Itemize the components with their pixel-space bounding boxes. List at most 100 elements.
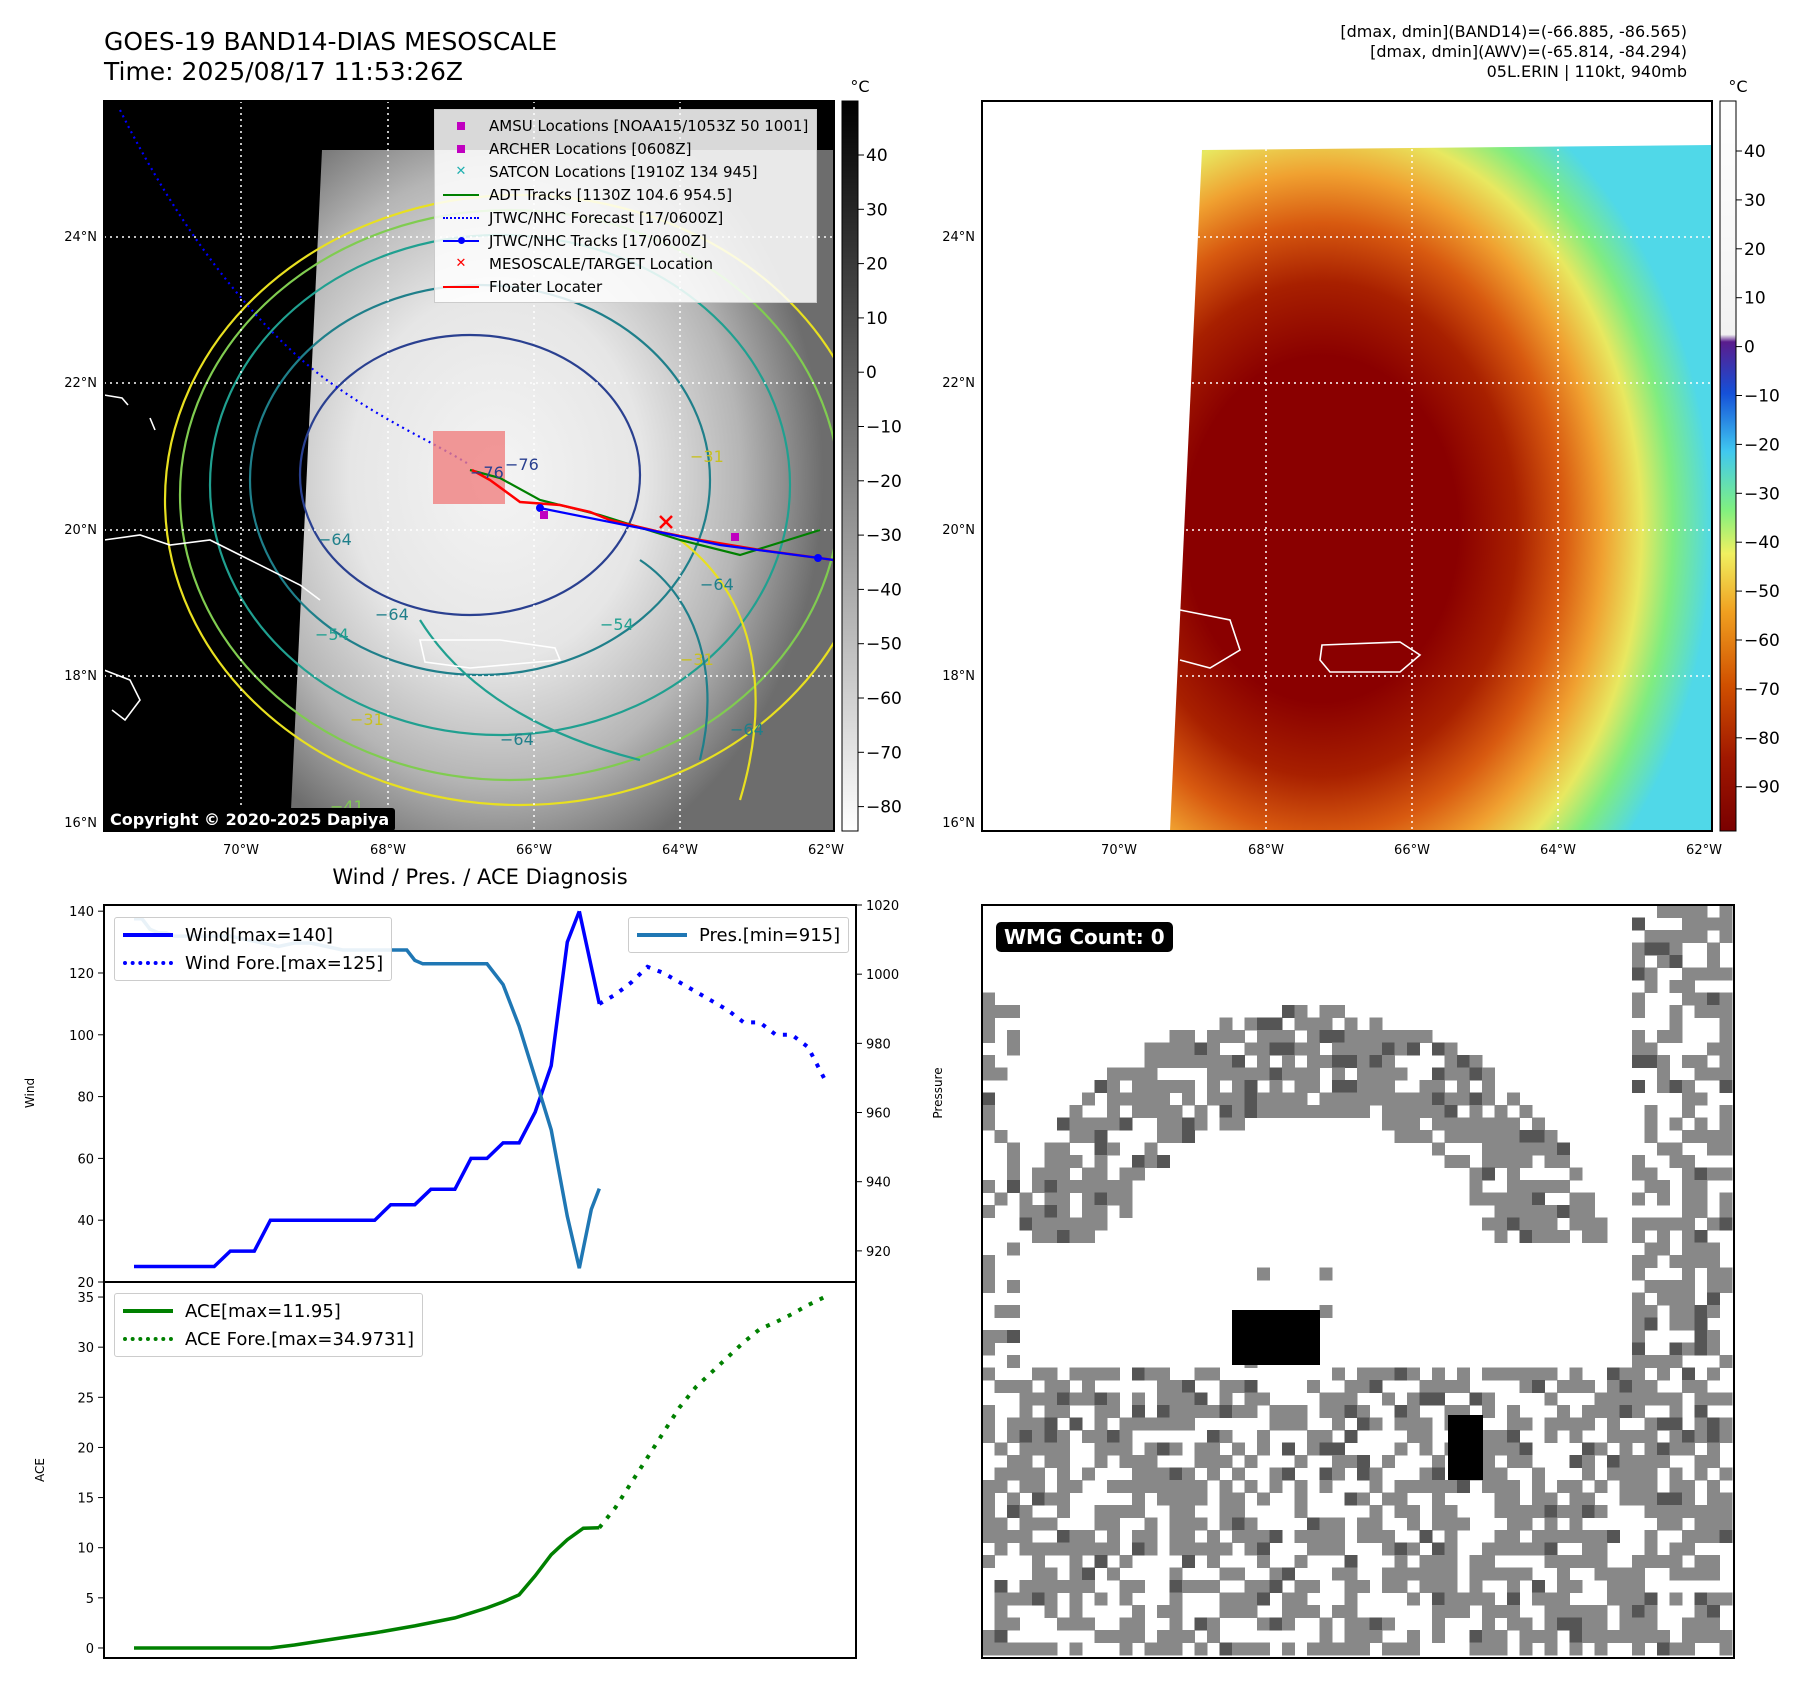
wmg-cell xyxy=(1482,1142,1495,1156)
legend-item-ace: ACE[max=11.95] xyxy=(123,1297,414,1325)
wmg-cell xyxy=(982,1267,995,1281)
wmg-cell xyxy=(1344,1430,1358,1443)
wmg-cell xyxy=(1557,1617,1570,1631)
wmg-cell xyxy=(1257,1617,1270,1631)
wmg-cell xyxy=(1382,1042,1395,1056)
wmg-cell xyxy=(1157,1155,1170,1168)
wmg-cell xyxy=(1207,1080,1220,1093)
wmg-cell xyxy=(1082,1580,1095,1593)
wmg-cell xyxy=(1694,1592,1708,1606)
wmg-cell xyxy=(994,1380,1008,1393)
wmg-cell xyxy=(1407,1417,1420,1431)
wmg-cell xyxy=(1057,1530,1070,1543)
wmg-cell xyxy=(1269,1067,1283,1081)
wmg-cell xyxy=(1707,1005,1720,1018)
wmg-cell xyxy=(1682,1442,1695,1456)
contour-label: −54 xyxy=(600,615,634,634)
wmg-cell xyxy=(1657,1067,1670,1081)
wmg-cell xyxy=(1594,1480,1608,1493)
wmg-cell xyxy=(1394,1480,1408,1493)
wmg-cell xyxy=(1644,1380,1658,1393)
wmg-cell xyxy=(1544,1517,1558,1531)
awv-colorbar-tick-label: −20 xyxy=(1744,435,1780,455)
wmg-cell xyxy=(1494,1505,1508,1518)
wmg-cell xyxy=(1232,1505,1245,1518)
wmg-cell xyxy=(1007,1280,1020,1293)
wmg-cell xyxy=(1632,1405,1645,1418)
wmg-cell xyxy=(1019,1430,1033,1443)
wmg-cell xyxy=(1007,1530,1020,1543)
wmg-panel xyxy=(981,904,1735,1659)
wmg-cell xyxy=(1719,1042,1733,1056)
wmg-cell xyxy=(1069,1480,1083,1493)
wmg-cell xyxy=(1682,1192,1695,1206)
wmg-cell xyxy=(1507,1442,1520,1456)
wmg-cell xyxy=(1082,1205,1095,1218)
wmg-cell xyxy=(1119,1117,1133,1131)
lat-tick-label: 24°N xyxy=(64,230,97,245)
wmg-cell xyxy=(1344,1055,1358,1068)
wmg-cell xyxy=(1507,1430,1520,1443)
wmg-cell xyxy=(1057,1392,1070,1406)
wmg-cell xyxy=(1657,1442,1670,1456)
wmg-cell xyxy=(1057,1380,1070,1393)
wmg-cell xyxy=(1557,1230,1570,1243)
wmg-cell xyxy=(1182,1555,1195,1568)
wmg-cell xyxy=(1044,1167,1058,1181)
wmg-cell xyxy=(1169,1105,1183,1118)
wmg-cell xyxy=(1407,1642,1420,1656)
wmg-cell xyxy=(1557,1605,1570,1618)
wmg-cell xyxy=(1157,1417,1170,1431)
wmg-cell xyxy=(982,1417,995,1431)
wmg-cell xyxy=(1182,1392,1195,1406)
wmg-cell xyxy=(1319,1642,1333,1656)
wmg-cell xyxy=(1557,1155,1570,1168)
wmg-cell xyxy=(1569,1205,1583,1218)
wmg-cell xyxy=(1094,1542,1108,1556)
wmg-cell xyxy=(1094,1217,1108,1231)
wmg-cell xyxy=(1594,1405,1608,1418)
lon-tick-label: 64°W xyxy=(1540,843,1576,858)
wmg-cell xyxy=(1657,930,1670,943)
info-line-1: [dmax, dmin](BAND14)=(-66.885, -86.565) xyxy=(1340,22,1687,41)
wmg-cell xyxy=(1469,1167,1483,1181)
contour-label: −64 xyxy=(500,730,534,749)
wmg-cell xyxy=(1007,1142,1020,1156)
wmg-cell xyxy=(1682,1055,1695,1068)
wmg-cell xyxy=(1669,1117,1683,1131)
wmg-cell xyxy=(1519,1505,1533,1518)
mesoscale-box xyxy=(433,431,505,504)
wmg-cell xyxy=(1307,1530,1320,1543)
wmg-cell xyxy=(1569,1505,1583,1518)
wmg-cell xyxy=(1144,1417,1158,1431)
wmg-black-cell xyxy=(1448,1415,1483,1480)
wmg-cell xyxy=(1319,1055,1333,1068)
wmg-cell xyxy=(1644,1492,1658,1506)
square-icon xyxy=(443,142,479,156)
wmg-cell xyxy=(1607,1580,1620,1593)
wmg-cell xyxy=(1694,1180,1708,1193)
wmg-cell xyxy=(1482,1442,1495,1456)
wmg-cell xyxy=(1707,1492,1720,1506)
wmg-cell xyxy=(1032,1167,1045,1181)
wmg-cell xyxy=(1707,1505,1720,1518)
wmg-cell xyxy=(1382,1055,1395,1068)
wmg-cell xyxy=(1032,1442,1045,1456)
wmg-cell xyxy=(1219,1117,1233,1131)
wmg-cell xyxy=(1632,1192,1645,1206)
wmg-cell xyxy=(1019,1505,1033,1518)
wmg-cell xyxy=(1669,1467,1683,1481)
wmg-cell xyxy=(1107,1630,1120,1643)
wmg-cell xyxy=(982,1530,995,1543)
wmg-cell xyxy=(1544,1605,1558,1618)
awv-colorbar-tick-label: −50 xyxy=(1744,582,1780,602)
wmg-cell xyxy=(1032,1417,1045,1431)
y-tick-label: 20 xyxy=(77,1441,94,1456)
wmg-frame xyxy=(981,904,1735,1659)
wmg-cell xyxy=(1082,1192,1095,1206)
wmg-cell xyxy=(1632,1005,1645,1018)
wmg-cell xyxy=(1444,1505,1458,1518)
wmg-cell xyxy=(1157,1605,1170,1618)
x-icon: ✕ xyxy=(455,255,467,271)
wmg-cell xyxy=(1519,1642,1533,1656)
